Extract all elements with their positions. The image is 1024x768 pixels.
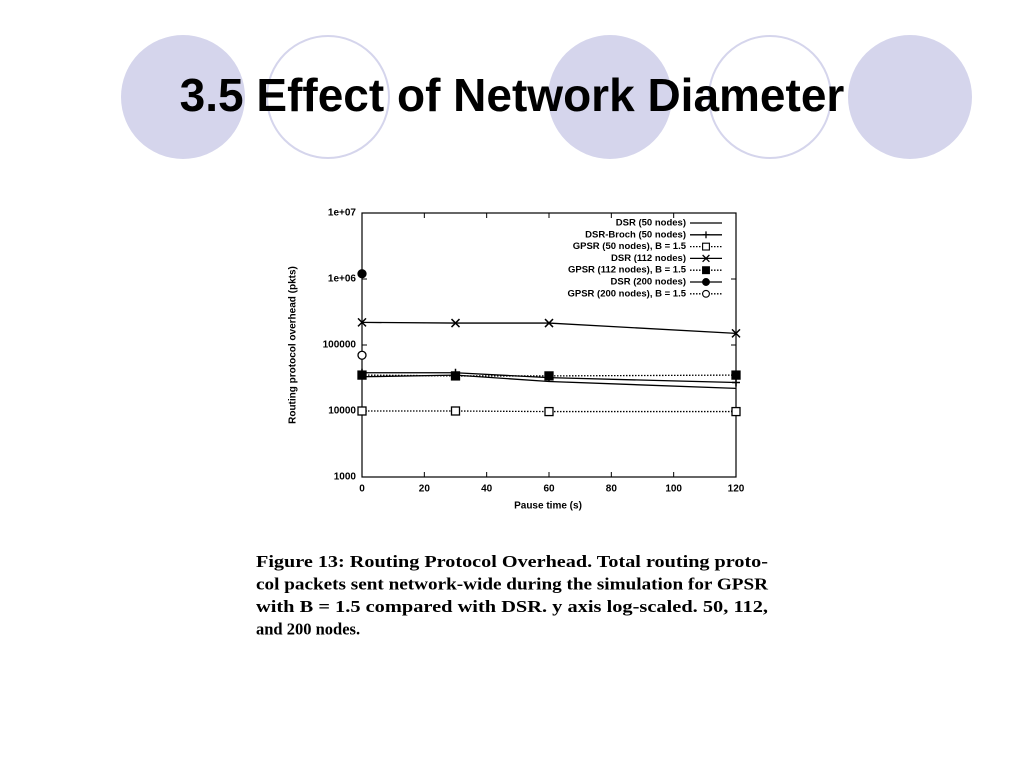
data-point (731, 328, 741, 338)
data-point (357, 370, 367, 380)
y-tick-label: 100000 (323, 340, 357, 351)
legend-label: GPSR (50 nodes), B = 1.5 (573, 241, 687, 252)
legend-label: DSR (200 nodes) (611, 277, 687, 288)
series-line (361, 374, 737, 390)
caption-line: Figure 13: Routing Protocol Overhead. To… (256, 552, 768, 571)
data-point (732, 378, 740, 387)
data-point (450, 371, 461, 381)
legend-marker (702, 231, 710, 239)
legend-label: DSR-Broch (50 nodes) (585, 229, 686, 240)
decoration (121, 35, 972, 159)
data-point (731, 406, 741, 417)
legend-marker (702, 254, 710, 263)
caption-line: with B = 1.5 compared with DSR. y axis l… (256, 597, 768, 616)
legend-label: GPSR (112 nodes), B = 1.5 (568, 265, 687, 276)
x-tick-label: 0 (359, 484, 365, 495)
series-line (362, 372, 737, 384)
deco-circle (548, 35, 672, 159)
x-tick-label: 80 (606, 484, 618, 495)
caption-line: col packets sent network-wide during the… (256, 574, 769, 593)
caption: Figure 13: Routing Protocol Overhead. To… (256, 552, 769, 639)
x-tick-label: 100 (665, 484, 682, 495)
legend-label: GPSR (200 nodes), B = 1.5 (567, 288, 686, 299)
caption-line: and 200 nodes. (256, 619, 360, 638)
data-point (544, 318, 554, 328)
deco-circle (708, 35, 832, 159)
legend-marker (702, 242, 710, 251)
data-point (450, 406, 461, 416)
legend-label: DSR (112 nodes) (611, 253, 686, 264)
x-tick-label: 20 (419, 484, 431, 495)
legend-marker (702, 289, 710, 298)
deco-circle (121, 35, 245, 159)
slide-title: 3.5 Effect of Network Diameter (180, 69, 845, 121)
y-tick-label: 1e+06 (328, 274, 357, 285)
x-tick-label: 40 (481, 484, 493, 495)
x-tick-label: 120 (728, 484, 745, 495)
y-tick-label: 10000 (328, 406, 356, 417)
data-point (450, 318, 461, 328)
legend-label: DSR (50 nodes) (616, 218, 686, 229)
data-point (544, 371, 554, 381)
x-axis-label: Pause time (s) (514, 501, 582, 512)
deco-circle (266, 35, 390, 159)
data-point (544, 406, 554, 417)
y-tick-label: 1000 (334, 472, 357, 483)
data-point (731, 370, 741, 380)
series-line (361, 321, 737, 335)
legend-marker (702, 266, 710, 275)
data-point (357, 317, 367, 327)
data-point (357, 406, 367, 416)
deco-circle (848, 35, 972, 159)
legend-marker (702, 278, 710, 286)
y-axis-label: Routing protocol overhead (pkts) (288, 266, 299, 424)
data-point (357, 269, 367, 279)
data-point (357, 350, 367, 360)
x-tick-label: 60 (543, 484, 555, 495)
y-tick-label: 1e+07 (328, 208, 357, 219)
